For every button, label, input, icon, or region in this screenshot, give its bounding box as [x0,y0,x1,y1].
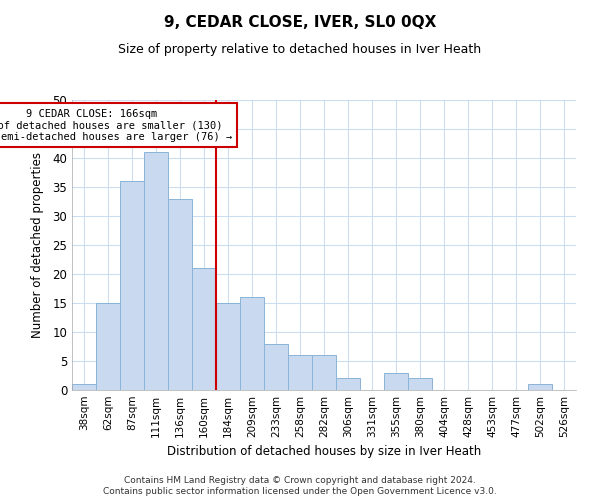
Bar [216,303,240,390]
Text: Contains public sector information licensed under the Open Government Licence v3: Contains public sector information licen… [103,488,497,496]
Bar [288,355,312,390]
Bar [144,152,168,390]
Text: 9, CEDAR CLOSE, IVER, SL0 0QX: 9, CEDAR CLOSE, IVER, SL0 0QX [164,15,436,30]
Y-axis label: Number of detached properties: Number of detached properties [31,152,44,338]
Bar [408,378,432,390]
X-axis label: Distribution of detached houses by size in Iver Heath: Distribution of detached houses by size … [167,446,481,458]
Bar [384,372,408,390]
Bar [528,384,552,390]
Bar [336,378,360,390]
Bar [72,384,96,390]
Text: Contains HM Land Registry data © Crown copyright and database right 2024.: Contains HM Land Registry data © Crown c… [124,476,476,485]
Bar [192,268,216,390]
Bar [168,198,192,390]
Bar [240,297,264,390]
Bar [96,303,120,390]
Text: 9 CEDAR CLOSE: 166sqm
← 63% of detached houses are smaller (130)
37% of semi-det: 9 CEDAR CLOSE: 166sqm ← 63% of detached … [0,108,232,142]
Bar [120,181,144,390]
Bar [264,344,288,390]
Text: Size of property relative to detached houses in Iver Heath: Size of property relative to detached ho… [118,42,482,56]
Bar [312,355,336,390]
